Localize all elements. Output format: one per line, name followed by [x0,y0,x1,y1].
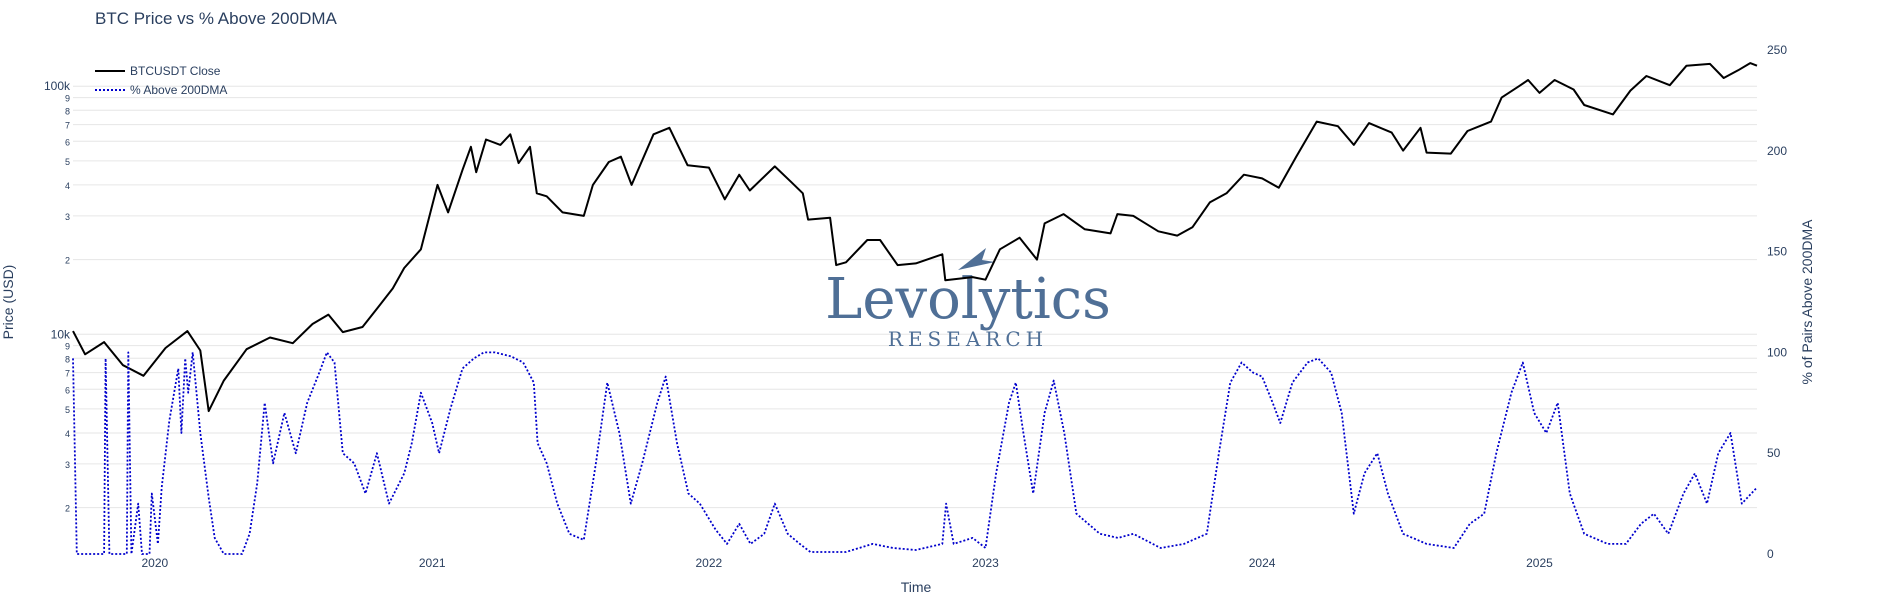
y2-tick-label: 50 [1767,446,1781,460]
y-minor-tick-label: 7 [65,369,70,379]
x-axis-label: Time [901,579,932,595]
y-tick-label: 10k [51,327,71,341]
y-minor-tick-label: 9 [65,342,70,352]
y-minor-tick-label: 6 [65,385,70,395]
chart-title: BTC Price vs % Above 200DMA [95,9,337,28]
series-group [72,62,1758,555]
y-minor-tick-label: 9 [65,94,70,104]
y2-tick-label: 150 [1767,245,1787,259]
y2-tick-label: 250 [1767,43,1787,57]
axes-group: 2345678910k23456789100k05010015020025020… [44,43,1787,570]
grid-lines [73,85,1757,509]
legend-label[interactable]: % Above 200DMA [130,83,227,97]
y-axis-label: Price (USD) [0,265,16,340]
y-minor-tick-label: 7 [65,121,70,131]
y-minor-tick-label: 2 [65,504,70,514]
y2-tick-label: 100 [1767,345,1787,359]
y-minor-tick-label: 2 [65,256,70,266]
y-tick-label: 100k [44,79,71,93]
y-minor-tick-label: 6 [65,137,70,147]
y-minor-tick-label: 4 [65,181,70,191]
y-minor-tick-label: 5 [65,157,70,167]
series-line-pct-above-200dma [72,351,1758,555]
y-minor-tick-label: 3 [65,212,70,222]
x-tick-label: 2020 [141,556,168,570]
y2-tick-label: 200 [1767,144,1787,158]
y2-tick-label: 0 [1767,547,1774,561]
series-line-btc-close [72,62,1758,413]
y-minor-tick-label: 8 [65,354,70,364]
y-minor-tick-label: 5 [65,405,70,415]
x-tick-label: 2024 [1249,556,1276,570]
x-tick-label: 2022 [696,556,723,570]
x-tick-label: 2023 [972,556,999,570]
watermark-subtext: RESEARCH [888,327,1048,351]
x-tick-label: 2025 [1526,556,1553,570]
y2-axis-label: % of Pairs Above 200DMA [1799,219,1815,385]
y-minor-tick-label: 4 [65,429,70,439]
y-minor-tick-label: 3 [65,460,70,470]
x-tick-label: 2021 [419,556,446,570]
legend-label[interactable]: BTCUSDT Close [130,64,221,78]
y-minor-tick-label: 8 [65,106,70,116]
watermark-arrow-icon [958,248,995,270]
legend[interactable]: BTCUSDT Close % Above 200DMA [95,64,227,97]
watermark: Levolytics RESEARCH [825,248,1111,351]
